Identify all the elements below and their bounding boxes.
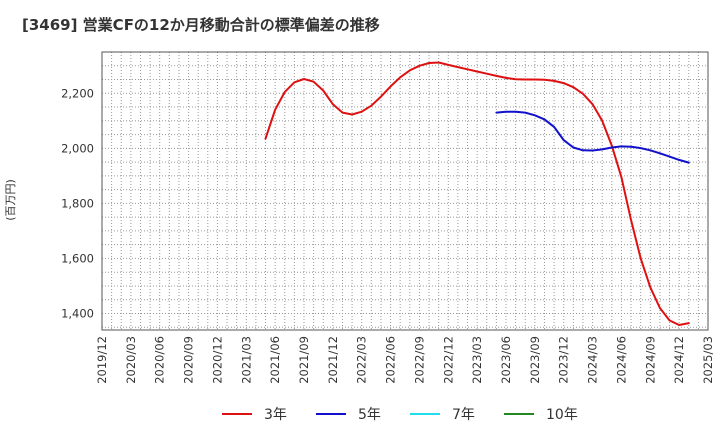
chart-title: [3469] 営業CFの12か月移動合計の標準偏差の推移 [22, 16, 380, 34]
legend-label: 7年 [452, 407, 475, 423]
series-line [495, 110, 690, 164]
y-tick-label: 2,000 [61, 141, 94, 155]
legend-label: 10年 [546, 407, 578, 423]
y-tick-labels: 1,400 1,600 1,800 2,000 2,200 [61, 86, 94, 320]
x-tick-label: 2022/03 [355, 336, 369, 384]
x-tick-label: 2022/12 [441, 336, 455, 384]
x-tick-label: 2024/06 [614, 336, 628, 384]
series-lines [264, 61, 690, 326]
plot-area [102, 52, 708, 330]
x-tick-label: 2021/06 [268, 336, 282, 384]
x-tick-label: 2020/06 [153, 336, 167, 384]
x-tick-label: 2020/12 [210, 336, 224, 384]
x-tick-label: 2023/06 [499, 336, 513, 384]
legend-label: 3年 [264, 407, 287, 423]
series-line [264, 61, 690, 326]
x-tick-label: 2022/09 [412, 336, 426, 384]
x-gridlines [111, 52, 699, 330]
y-axis-label: (百万円) [4, 179, 17, 221]
x-tick-label: 2021/03 [239, 336, 253, 384]
x-tick-label: 2023/12 [557, 336, 571, 384]
legend-label: 5年 [358, 407, 381, 423]
x-tick-label: 2023/03 [470, 336, 484, 384]
y-tick-label: 1,600 [61, 251, 94, 265]
x-tick-label: 2025/03 [701, 336, 715, 384]
x-tick-label: 2024/03 [586, 336, 600, 384]
legend: 3年 5年 7年 10年 [222, 407, 578, 423]
x-tick-label: 2024/09 [643, 336, 657, 384]
x-tick-label: 2024/12 [672, 336, 686, 384]
y-tick-label: 2,200 [61, 86, 94, 100]
x-tick-label: 2021/12 [326, 336, 340, 384]
x-tick-label: 2022/06 [384, 336, 398, 384]
x-tick-label: 2020/03 [124, 336, 138, 384]
y-tick-label: 1,800 [61, 196, 94, 210]
y-tick-label: 1,400 [61, 306, 94, 320]
x-tick-label: 2019/12 [95, 336, 109, 384]
x-tick-label: 2020/09 [182, 336, 196, 384]
x-tick-label: 2021/09 [297, 336, 311, 384]
y-gridlines [102, 65, 708, 328]
x-tick-label: 2023/09 [528, 336, 542, 384]
plot-border [101, 51, 709, 331]
x-tick-labels: 2019/12 2020/03 2020/06 2020/09 2020/12 2021/… [95, 336, 715, 384]
